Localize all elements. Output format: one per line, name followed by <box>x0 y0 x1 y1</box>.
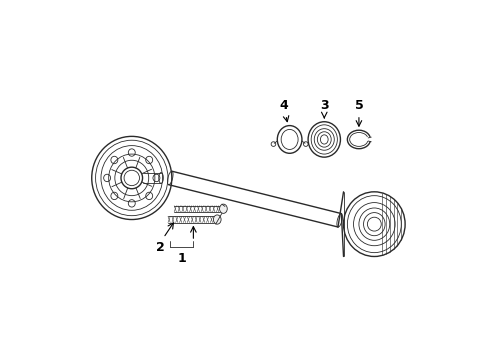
Text: 3: 3 <box>320 99 329 112</box>
Text: 1: 1 <box>177 252 186 265</box>
Text: 4: 4 <box>279 99 288 112</box>
Ellipse shape <box>214 215 221 224</box>
Ellipse shape <box>220 204 227 213</box>
Text: 2: 2 <box>156 241 165 254</box>
Text: 5: 5 <box>355 99 363 112</box>
